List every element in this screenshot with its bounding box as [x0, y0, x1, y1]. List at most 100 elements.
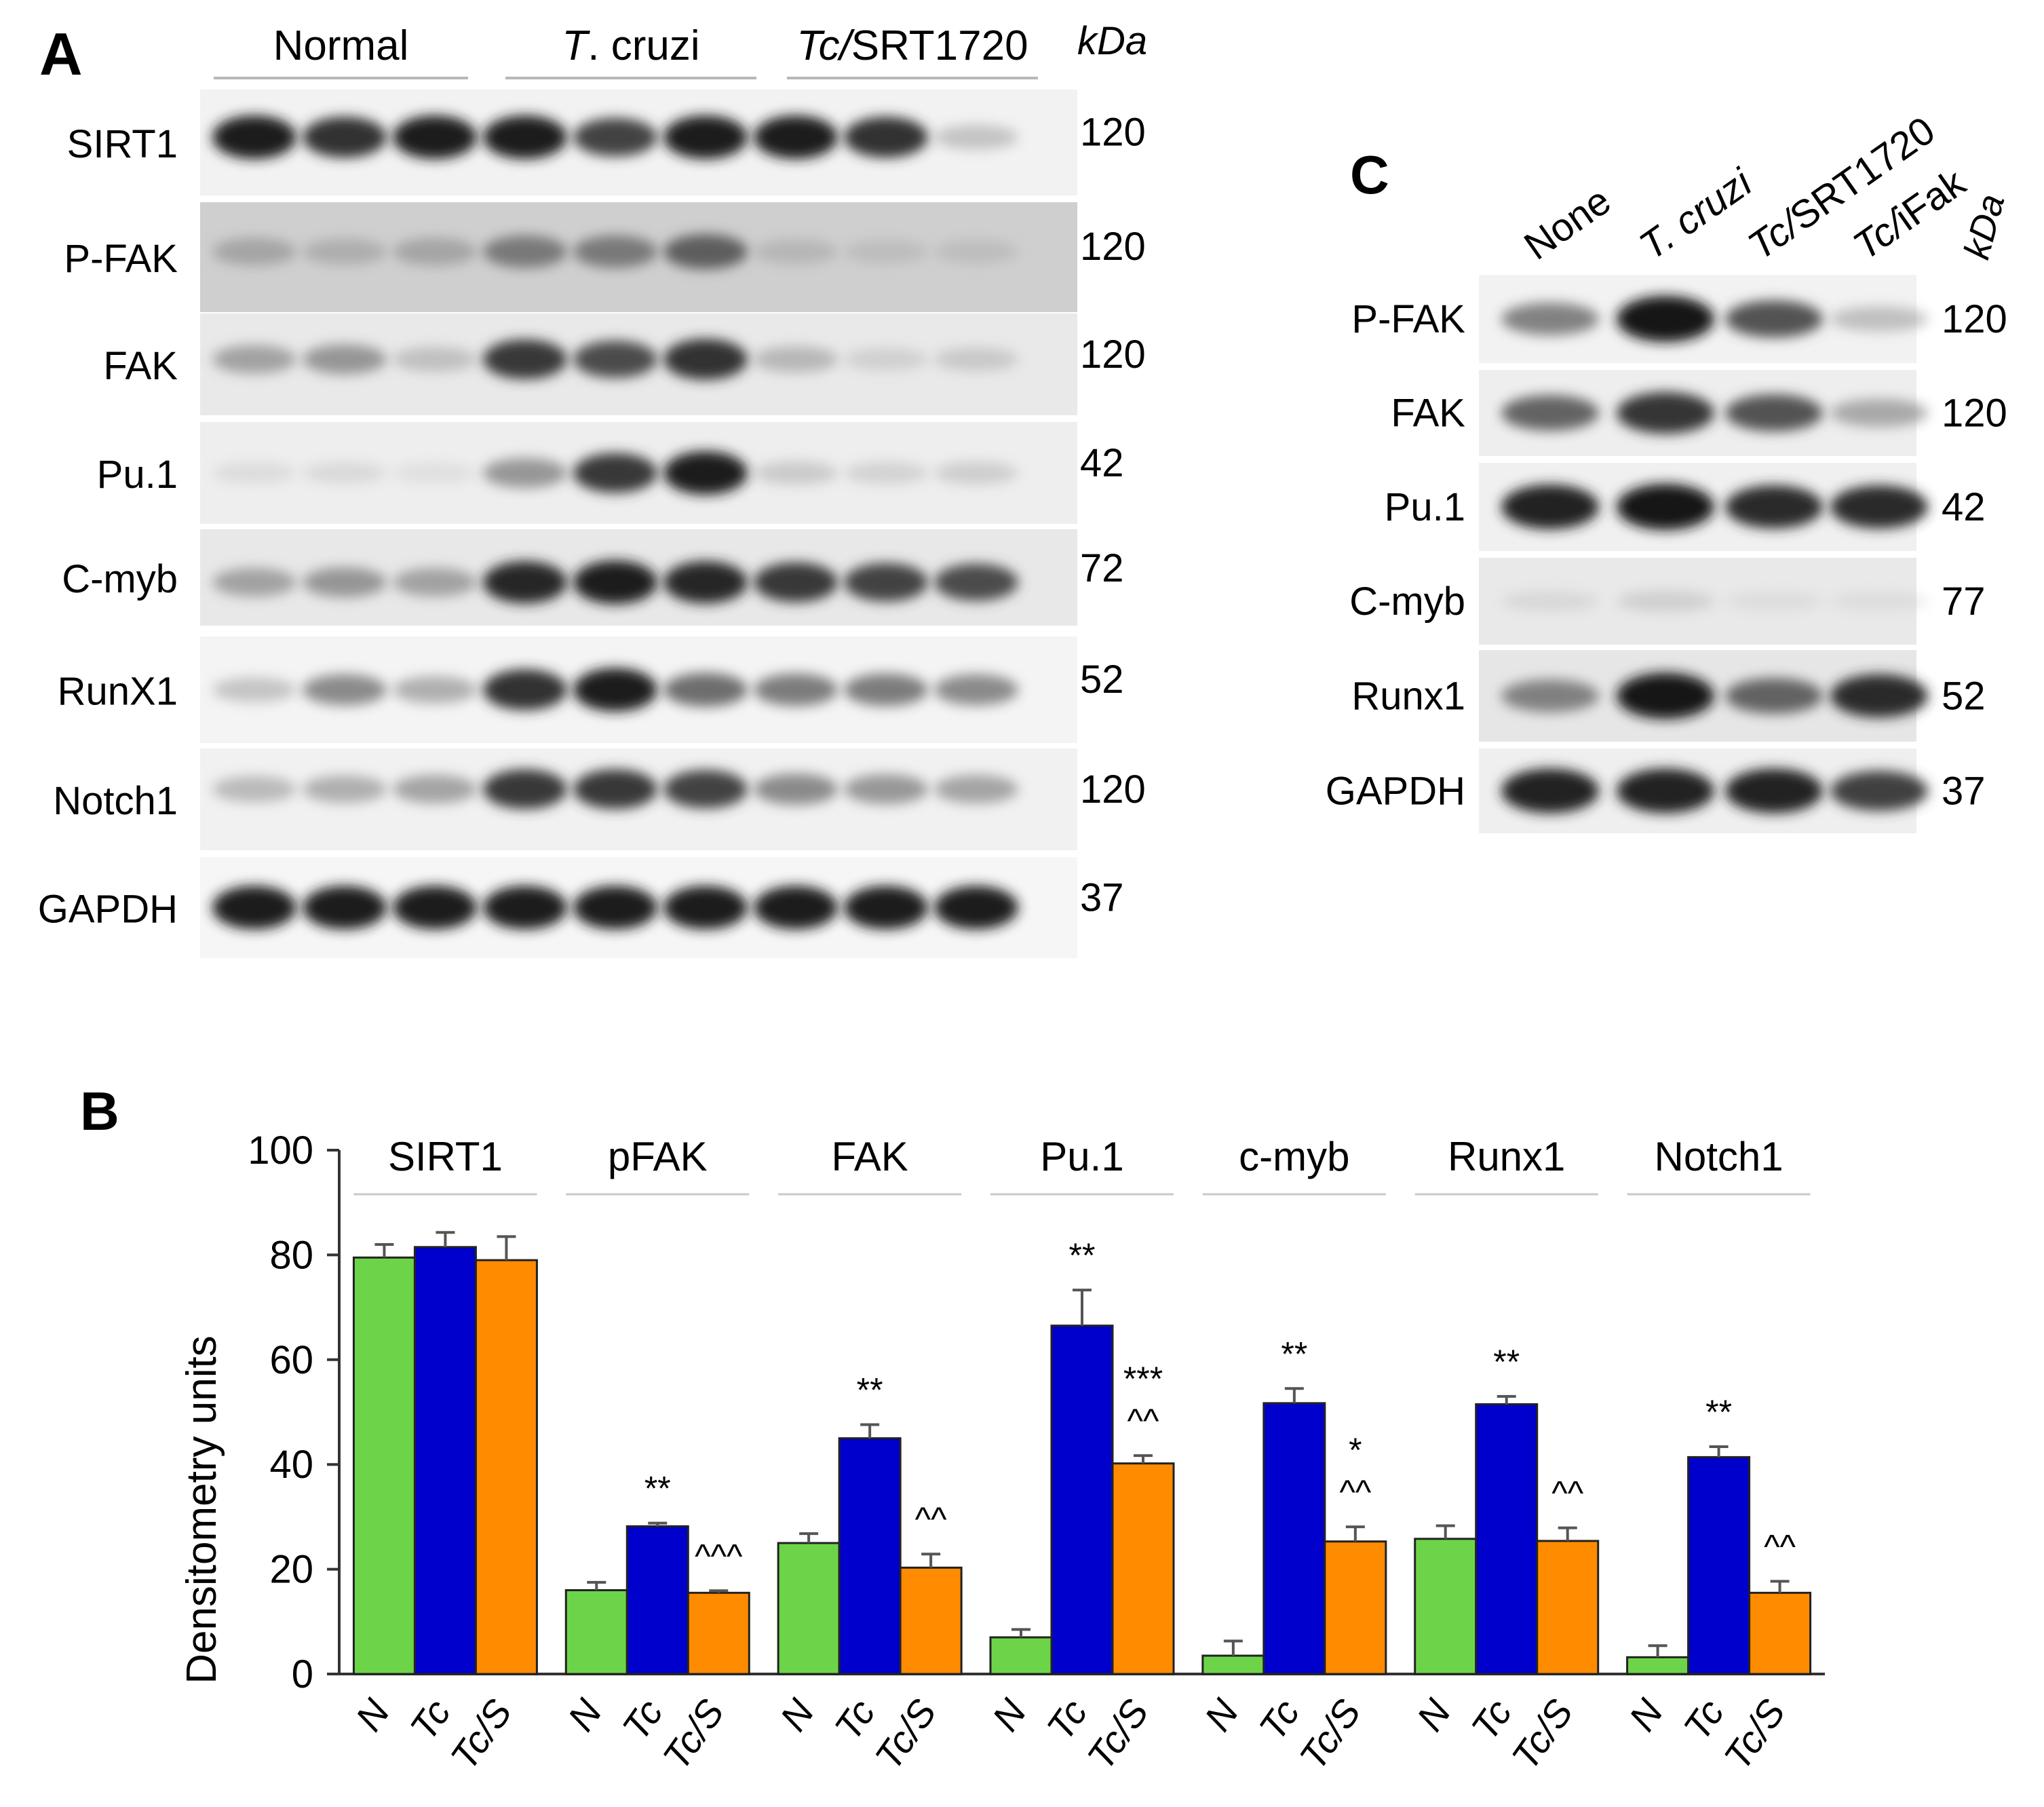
band — [393, 567, 477, 597]
y-tick-label: 20 — [269, 1548, 313, 1592]
group-title-pfak: pFAK — [608, 1134, 708, 1179]
y-tick-label: 100 — [248, 1128, 313, 1173]
bar-group-fak: FAK N ** Tc ^^ Tc/S — [771, 1134, 963, 1777]
x-tick-label: N — [1408, 1691, 1459, 1738]
blot-row-c-myb: C-myb 72 — [62, 529, 1124, 626]
band — [1617, 392, 1714, 434]
significance-mark: ** — [1705, 1393, 1732, 1431]
band — [212, 776, 296, 803]
group-title-c-myb: c-myb — [1239, 1134, 1349, 1179]
band — [754, 346, 838, 373]
band — [754, 239, 838, 265]
blot-kda-p-fak: 120 — [1080, 225, 1146, 269]
band — [212, 567, 296, 597]
bar-c-myb-tc-s — [1324, 1540, 1387, 1675]
panel-c-label: C — [1350, 145, 1389, 205]
bar-pu-1-tc-s — [1111, 1462, 1175, 1675]
blot-kda-pu-1: 42 — [1080, 441, 1124, 485]
blot-label-notch1: Notch1 — [53, 779, 178, 823]
x-tick-label: Tc/S — [1716, 1692, 1794, 1777]
band — [1617, 590, 1714, 612]
bar-runx1-n — [1414, 1538, 1478, 1675]
c-blot-kda-c-myb: 77 — [1942, 579, 1986, 624]
group-title-runx1: Runx1 — [1448, 1134, 1565, 1179]
bar-group-pfak: pFAK N ** Tc ^^^ Tc/S — [559, 1134, 750, 1777]
bar-notch1-n — [1626, 1656, 1690, 1675]
band — [754, 115, 838, 159]
band — [212, 462, 296, 484]
x-tick-label: Tc — [826, 1692, 883, 1748]
x-tick-label: N — [347, 1691, 398, 1738]
band — [303, 117, 387, 158]
band — [1725, 592, 1823, 611]
blot-kda-runx1: 52 — [1080, 658, 1124, 702]
band — [1830, 306, 1928, 332]
band — [663, 886, 748, 930]
bar-group-runx1: Runx1 N ** Tc ^^ Tc/S — [1408, 1134, 1600, 1777]
band — [1501, 679, 1599, 712]
band — [1725, 768, 1823, 814]
band — [212, 886, 296, 930]
c-blot-row-c-myb: C-myb 77 — [1349, 558, 1986, 645]
c-blot-row-fak: FAK 120 — [1391, 370, 2007, 456]
band — [1501, 768, 1599, 814]
panel-a-group-headers: Normal T. cruzi Tc/SRT1720 — [214, 22, 1038, 79]
bar-c-myb-tc — [1262, 1402, 1326, 1675]
band — [1830, 592, 1928, 611]
bar-pfak-tc — [625, 1525, 689, 1675]
y-tick-label: 80 — [269, 1233, 313, 1277]
band — [934, 461, 1018, 485]
band — [844, 461, 928, 484]
band — [483, 886, 567, 930]
y-tick-label: 60 — [269, 1338, 313, 1382]
significance-mark: ** — [1069, 1236, 1096, 1274]
band — [1830, 485, 1928, 529]
bar-fak-tc — [838, 1437, 902, 1675]
bar-runx1-tc — [1475, 1403, 1539, 1675]
band — [1501, 591, 1599, 611]
band — [754, 774, 838, 805]
band — [573, 235, 657, 268]
band — [483, 115, 567, 159]
bar-notch1-tc — [1687, 1456, 1751, 1675]
x-tick-label: Tc/S — [1079, 1692, 1157, 1777]
band — [483, 669, 567, 710]
significance-mark: *** — [1123, 1360, 1163, 1398]
c-blot-kda-pu-1: 42 — [1942, 485, 1986, 529]
x-tick-label: N — [1621, 1691, 1672, 1738]
band — [1725, 485, 1823, 529]
y-tick-label: 40 — [269, 1443, 313, 1487]
blot-row-fak: FAK 120 — [103, 313, 1146, 415]
band — [483, 561, 567, 604]
band — [1830, 674, 1928, 718]
blot-label-sirt1: SIRT1 — [67, 122, 178, 166]
band — [754, 461, 838, 485]
panel-a-label: A — [39, 20, 83, 88]
band — [393, 676, 477, 704]
y-tick-label: 0 — [292, 1652, 313, 1696]
c-blot-row-gapdh: GAPDH 37 — [1326, 748, 1986, 833]
band — [1830, 770, 1928, 812]
significance-mark: ^^ — [1339, 1473, 1371, 1511]
blot-row-pu-1: Pu.1 42 — [97, 422, 1124, 524]
band — [212, 677, 296, 702]
blot-row-p-fak: P-FAK 120 — [64, 202, 1146, 312]
band — [663, 339, 748, 380]
significance-mark: ** — [857, 1371, 883, 1409]
band — [663, 672, 748, 707]
group-header-normal: Normal — [273, 22, 409, 69]
band — [393, 237, 477, 266]
c-blot-row-runx1: Runx1 52 — [1351, 650, 1986, 742]
band — [663, 451, 748, 495]
c-blot-label-pu-1: Pu.1 — [1385, 485, 1465, 529]
x-tick-label: N — [984, 1691, 1035, 1738]
band — [844, 240, 928, 264]
bar-runx1-tc-s — [1536, 1540, 1600, 1675]
c-blot-row-p-fak: P-FAK 120 — [1351, 275, 2007, 363]
bar-notch1-tc-s — [1748, 1591, 1812, 1675]
significance-mark: ^^ — [1127, 1402, 1159, 1440]
x-tick-label: Tc — [1038, 1692, 1095, 1748]
x-tick-label: Tc/S — [442, 1692, 520, 1777]
